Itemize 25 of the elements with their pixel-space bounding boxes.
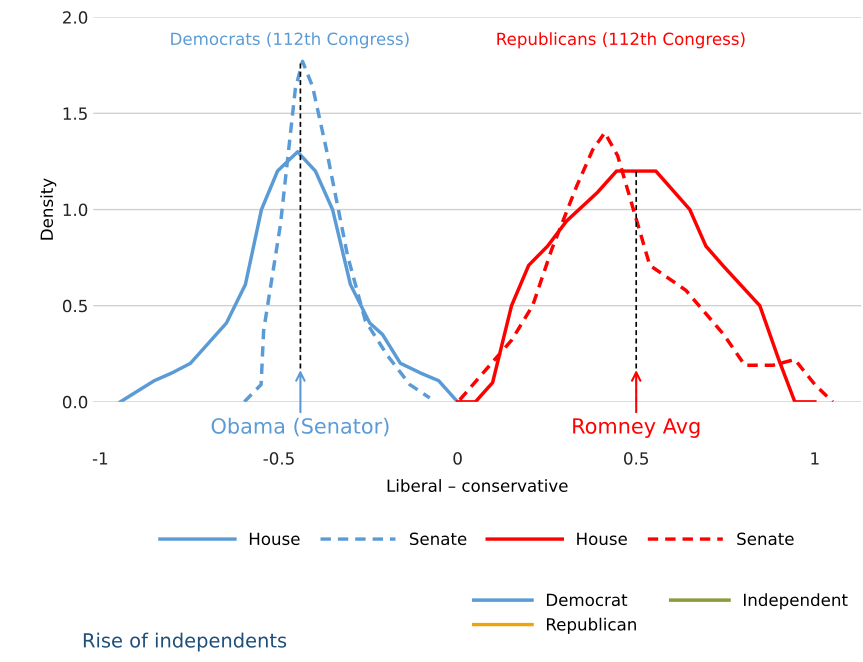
legend-label: Independent: [744, 593, 848, 610]
annotation: Democrats (112th Congress): [171, 32, 409, 48]
legend-label: House: [577, 532, 627, 546]
x-tick-label: -0.5: [264, 452, 294, 465]
line-series: [458, 130, 834, 402]
x-axis-title: Liberal – conservative: [388, 479, 568, 492]
annotation: Romney Avg: [573, 418, 700, 438]
legend-label: Democrat: [546, 594, 628, 606]
x-tick-label: 1: [811, 452, 819, 464]
x-tick-label: -1: [92, 452, 108, 464]
y-tick-label: 2.0: [63, 11, 88, 24]
legend-label: Republican: [546, 618, 636, 634]
legend-label: House: [250, 532, 300, 546]
y-axis-title: Density: [40, 178, 56, 240]
legend-label: Senate: [410, 532, 466, 546]
y-tick-label: 0.0: [62, 396, 88, 408]
text: Rise of independents: [84, 632, 286, 652]
y-tick-label: 0.5: [62, 300, 87, 312]
x-tick-label: 0.5: [624, 452, 648, 465]
x-tick-label: 0: [453, 452, 462, 465]
legend-label: Senate: [737, 532, 794, 546]
annotation: Republicans (112th Congress): [497, 32, 745, 48]
y-tick-label: 1.0: [64, 203, 88, 216]
y-tick-label: 1.5: [64, 108, 87, 120]
annotation: Obama (Senator): [212, 418, 389, 436]
